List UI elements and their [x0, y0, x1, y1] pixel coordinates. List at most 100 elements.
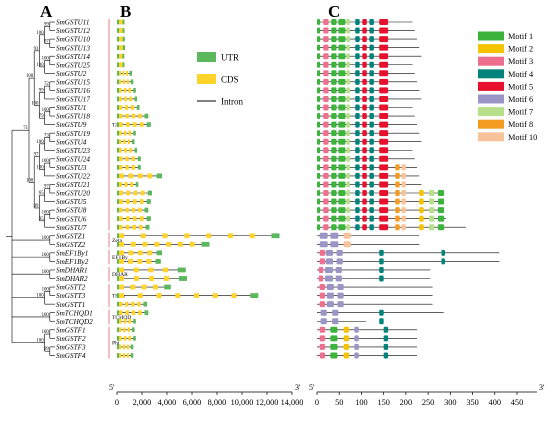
- cds-block: [119, 36, 121, 42]
- motif-block: [317, 181, 321, 188]
- motif-block: [317, 121, 321, 128]
- motif-axis: 0 50 100 150 200 250 300 350 400 450 5' 3': [309, 383, 545, 407]
- motif-block: [369, 95, 374, 102]
- cds-block: [139, 199, 144, 204]
- motif-block: [362, 147, 367, 154]
- motif-block: [319, 301, 325, 308]
- cds-block: [142, 241, 148, 247]
- motif-block: [332, 318, 339, 325]
- motif-block: [369, 19, 374, 25]
- motif-block: [395, 224, 400, 231]
- motif-block: [323, 164, 329, 171]
- motif-block: [331, 19, 337, 25]
- cds-block: [126, 190, 131, 196]
- cds-block: [137, 173, 143, 179]
- cds-block: [162, 233, 168, 239]
- motif-block: [317, 224, 321, 231]
- motif-block: [325, 266, 333, 273]
- motif-block: [346, 198, 350, 205]
- cds-block: [121, 45, 123, 51]
- cds-block: [119, 301, 123, 307]
- motif-block: [369, 113, 374, 120]
- motif-block: [437, 215, 445, 222]
- motif-block: [331, 207, 337, 214]
- motif-block: [355, 121, 360, 128]
- utr-block: [117, 276, 119, 281]
- motif-legend-label: Motif 6: [508, 95, 533, 104]
- cds-block: [125, 113, 129, 119]
- cds-block: [175, 293, 181, 298]
- cds-block: [122, 353, 126, 358]
- motif-row: [317, 309, 444, 316]
- motif-block: [346, 87, 350, 94]
- motif-block: [401, 207, 406, 214]
- utr-block: [146, 216, 151, 222]
- cds-block: [154, 241, 160, 247]
- motif-row: [317, 78, 417, 85]
- axis-tick-label: 250: [422, 398, 434, 407]
- motif-block: [323, 78, 329, 85]
- motif-block: [355, 19, 360, 25]
- utr-block: [201, 241, 210, 247]
- motif-block: [379, 78, 389, 85]
- utr-block: [122, 62, 125, 68]
- motif-block: [395, 215, 400, 222]
- motif-legend-label: Motif 10: [508, 133, 537, 142]
- gene-name: SmGSTF2: [56, 335, 86, 343]
- motif-block: [355, 164, 360, 171]
- gene-name: SmGSTU13: [56, 44, 90, 52]
- motif-row: [317, 258, 500, 265]
- motif-block: [379, 27, 389, 34]
- motif-block: [401, 215, 406, 222]
- motif-block: [331, 130, 337, 137]
- motif-block: [335, 266, 342, 273]
- utr-block: [121, 53, 125, 59]
- cds-block: [127, 139, 131, 145]
- motif-row: [317, 215, 446, 222]
- cds-block: [137, 293, 143, 298]
- motif-legend-swatch: [478, 69, 504, 79]
- gene-structure-row: [117, 139, 135, 145]
- axis-tick-label: 0: [315, 398, 319, 407]
- motif-block: [343, 241, 351, 248]
- motif-block: [369, 215, 374, 222]
- motif-block: [323, 207, 329, 214]
- cds-block: [132, 199, 137, 204]
- motif-block: [369, 70, 374, 77]
- gene-structure-row: [117, 53, 125, 59]
- cds-block: [132, 216, 137, 222]
- cds-block: [119, 173, 124, 179]
- utr-block: [147, 190, 152, 196]
- motif-block: [317, 53, 321, 60]
- motif-row: [317, 172, 420, 179]
- motif-block: [369, 61, 374, 68]
- motif-block: [355, 224, 360, 231]
- motif-block: [379, 70, 389, 77]
- utr-block: [117, 224, 119, 230]
- five-prime-label: 5': [309, 383, 315, 392]
- cds-block: [123, 335, 127, 341]
- cds-block: [152, 284, 158, 290]
- cds-block: [128, 259, 134, 264]
- motif-block: [338, 224, 346, 231]
- motif-block: [323, 44, 329, 51]
- cds-block: [119, 88, 122, 93]
- cds-block: [125, 216, 130, 222]
- motif-block: [379, 190, 389, 196]
- motif-block: [319, 343, 325, 350]
- motif-block: [346, 104, 350, 111]
- motif-block: [317, 19, 321, 25]
- cds-block: [119, 353, 122, 358]
- cds-block: [119, 156, 123, 162]
- motif-block: [325, 258, 333, 265]
- motif-block: [369, 36, 374, 43]
- motif-block: [395, 207, 400, 214]
- motif-block: [362, 130, 367, 137]
- motif-row: [317, 155, 415, 162]
- motif-row: [317, 232, 420, 239]
- utr-block: [117, 19, 119, 25]
- utr-block: [117, 28, 119, 33]
- cds-block: [131, 301, 135, 307]
- motif-block: [323, 95, 329, 102]
- motif-block: [338, 172, 346, 179]
